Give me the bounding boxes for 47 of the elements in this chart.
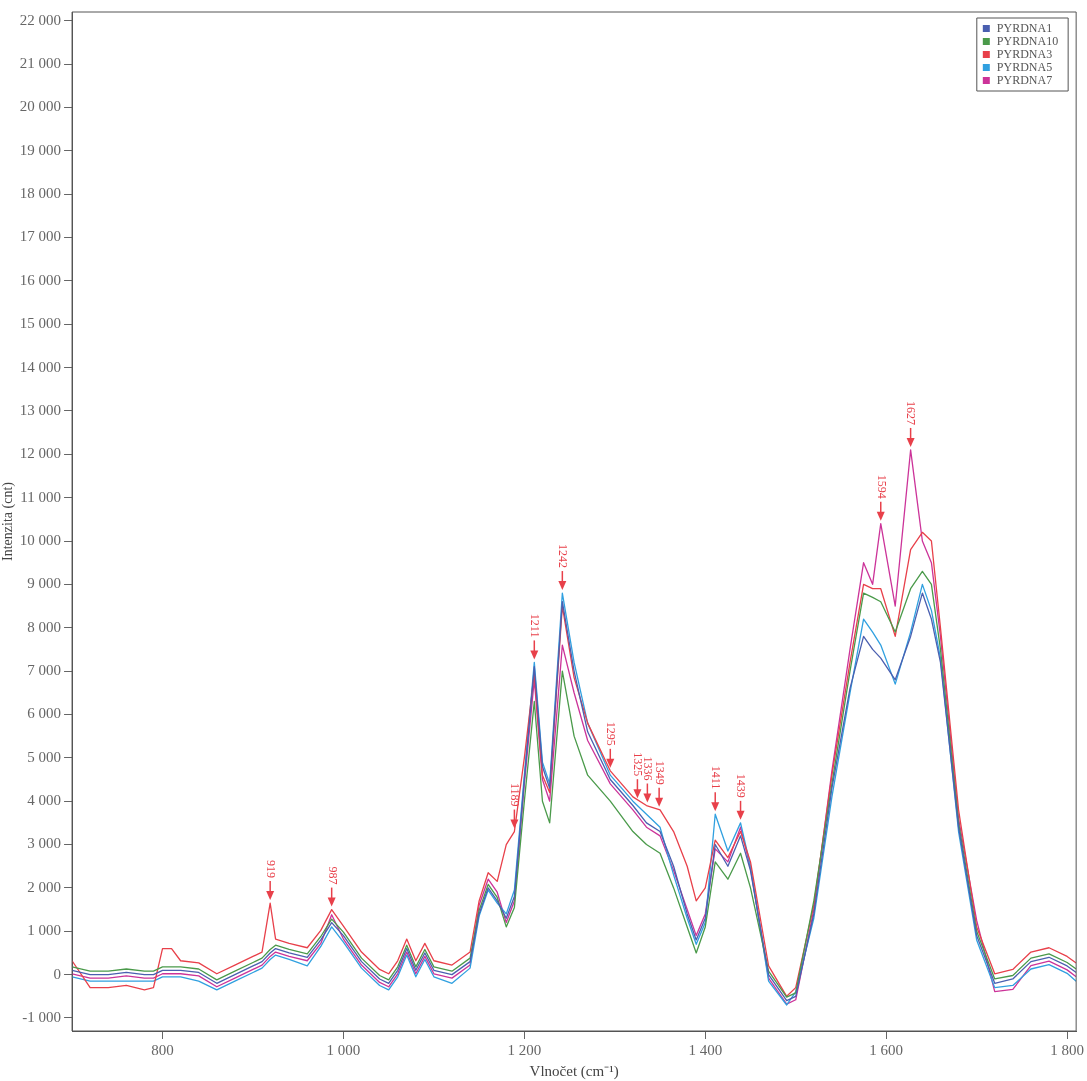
annotation: 1242 [556,544,571,569]
annotation: 1411 [709,765,724,790]
y-tick-label: 4 000 [27,792,62,809]
x-tick-label: 1 000 [326,1041,361,1058]
y-tick-label: 21 000 [19,54,62,71]
y-tick-label: 11 000 [20,488,62,505]
y-tick-label: 8 000 [27,618,62,635]
y-tick-label: 16 000 [19,271,62,288]
y-tick-label: 14 000 [19,358,62,375]
annotation: 1295 [604,721,619,746]
y-tick-label: 6 000 [27,705,62,722]
y-tick-label: 22 000 [19,11,62,28]
annotation: 1439 [734,773,749,798]
annotation: 919 [264,860,278,879]
y-tick-label: 1 000 [27,922,62,939]
y-tick-label: 2 000 [27,878,62,895]
legend-label: PYRDNA7 [996,72,1053,87]
legend-label: PYRDNA1 [996,20,1053,35]
y-tick-label: 20 000 [19,98,62,115]
x-tick-label: 1 400 [688,1041,723,1058]
y-tick-label: 13 000 [19,401,62,418]
legend-label: PYRDNA10 [996,33,1059,48]
x-tick-label: 1 800 [1050,1041,1084,1058]
x-tick-label: 1 600 [869,1041,904,1058]
y-tick-label: 19 000 [19,141,62,158]
y-tick-label: 9 000 [27,575,62,592]
y-tick-label: 0 [53,965,62,982]
y-tick-label: 10 000 [19,531,62,548]
annotation: 1189 [508,782,523,807]
y-tick-label: 17 000 [19,228,62,245]
y-tick-label: 12 000 [19,445,62,462]
x-axis-title: Vlnočet (cm⁻¹) [529,1062,619,1080]
y-tick-label: 7 000 [27,662,62,679]
x-tick-label: 1 200 [507,1041,542,1058]
y-tick-label: -1 000 [22,1008,62,1025]
y-tick-label: 5 000 [27,748,62,765]
annotation: 1211 [528,613,543,638]
y-tick-label: 18 000 [19,185,62,202]
y-axis-title: Intenzita (cnt) [0,481,17,561]
annotation: 1594 [874,474,889,499]
y-tick-label: 15 000 [19,315,62,332]
legend-label: PYRDNA3 [996,46,1053,61]
x-tick-label: 800 [151,1041,174,1058]
y-tick-label: 3 000 [27,835,62,852]
legend-label: PYRDNA5 [996,59,1053,74]
annotation: 1627 [904,400,919,425]
annotation: 987 [325,866,340,885]
